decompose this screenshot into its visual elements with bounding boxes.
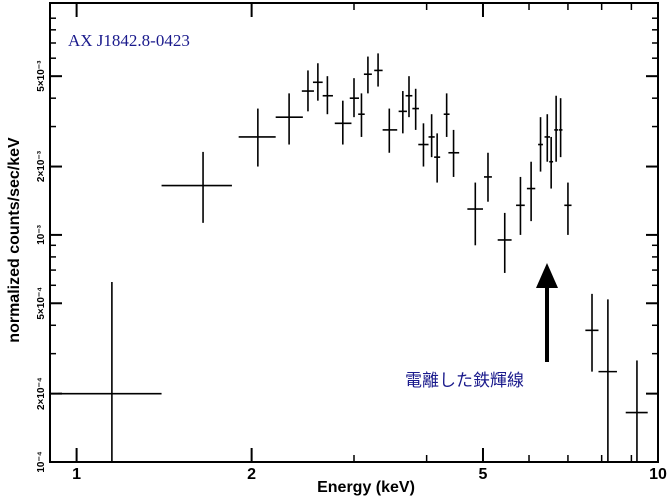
y-tick-label: 10⁻⁴ (36, 451, 47, 472)
x-tick-label: 5 (479, 466, 488, 483)
y-minor-ticks (50, 17, 658, 355)
x-tick-label: 1 (72, 466, 81, 483)
data-point (349, 78, 360, 118)
data-point (516, 176, 525, 235)
data-point (467, 182, 483, 246)
data-point (483, 152, 492, 202)
y-tick-label: 2×10⁻⁴ (36, 377, 47, 410)
data-point (448, 129, 460, 177)
data-point (554, 95, 559, 162)
x-tick-label: 10 (649, 466, 667, 483)
x-axis-ticks: 1 2 5 10 (72, 3, 667, 483)
data-point (558, 98, 563, 158)
data-point (443, 93, 450, 137)
annotation-label: 電離した鉄輝線 (405, 371, 524, 391)
data-point (301, 70, 314, 112)
data-point (405, 76, 413, 118)
data-point (564, 182, 572, 235)
y-tick-label: 2×10⁻³ (36, 150, 47, 182)
x-minor-ticks (353, 3, 633, 462)
data-point (312, 63, 323, 101)
data-point (412, 88, 419, 130)
data-point (334, 100, 352, 145)
y-axis-label: normalized counts/sec/keV (6, 137, 23, 343)
data-point (598, 299, 617, 462)
data-point (275, 93, 303, 145)
data-point (544, 114, 551, 162)
x-axis-label: Energy (keV) (317, 479, 415, 496)
data-point (585, 293, 599, 372)
data-point (625, 360, 648, 462)
data-point (538, 117, 543, 172)
data-point (363, 56, 372, 94)
data-point (526, 161, 536, 222)
data-point (398, 91, 407, 134)
y-axis-ticks: 10⁻⁴ 2×10⁻⁴ 5×10⁻⁴ 10⁻³ 2×10⁻³ 5×10⁻³ (36, 60, 658, 473)
data-point (374, 53, 383, 87)
data-point (418, 123, 429, 167)
data-point (358, 93, 365, 137)
data-point (161, 151, 232, 223)
data-point (549, 136, 554, 189)
chart-title: AX J1842.8-0423 (68, 31, 190, 50)
data-point (238, 108, 276, 167)
y-tick-label: 5×10⁻⁴ (36, 287, 47, 320)
annotation-arrow (536, 263, 558, 362)
data-point (382, 108, 398, 153)
y-tick-label: 5×10⁻³ (36, 60, 47, 92)
x-tick-label: 2 (247, 466, 256, 483)
data-points (58, 53, 648, 462)
data-point (428, 114, 435, 158)
data-point (434, 133, 441, 183)
data-point (58, 282, 162, 462)
y-tick-label: 10⁻³ (36, 224, 47, 244)
data-point (322, 76, 333, 115)
data-point (497, 212, 512, 273)
